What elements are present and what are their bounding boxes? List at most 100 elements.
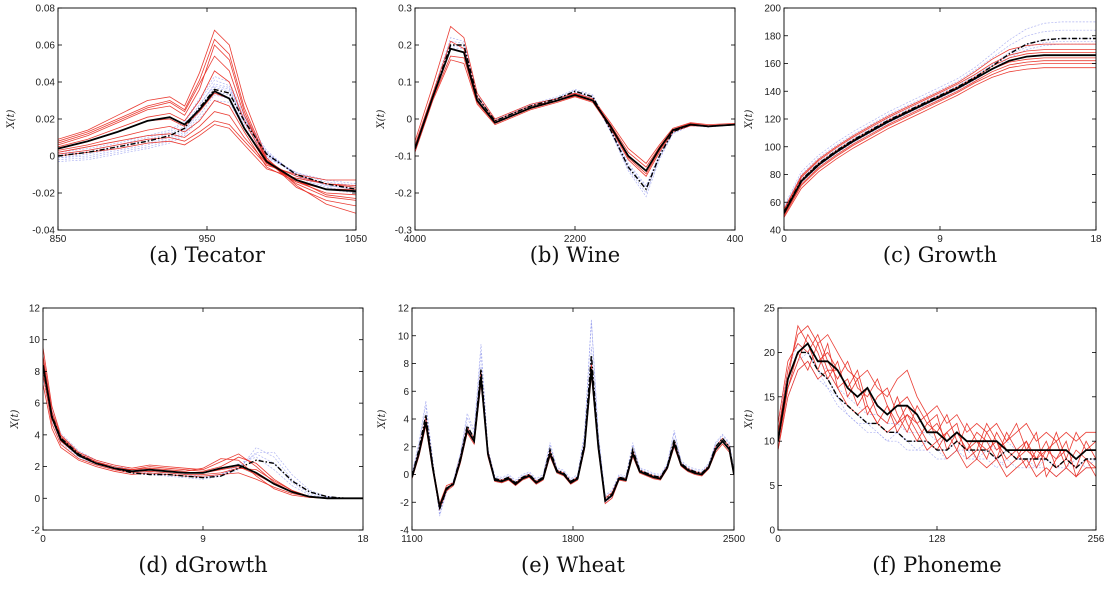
class-red-series-line: [784, 57, 1096, 214]
mean-blue-series-line: [412, 355, 734, 510]
y-tick-label: 160: [764, 59, 781, 70]
y-tick-label: 0.1: [398, 78, 412, 89]
x-tick-label: 18: [357, 534, 369, 545]
class-blue-series-line: [412, 346, 734, 511]
y-tick-label: 25: [764, 304, 776, 315]
class-red-series-line: [58, 111, 356, 186]
class-red-series-line: [43, 384, 363, 499]
class-red-series-line: [784, 52, 1096, 213]
class-blue-series-line: [778, 342, 1096, 469]
y-tick-label: -4: [400, 526, 409, 537]
mean-blue-series-line: [58, 88, 356, 190]
y-tick-label: 0: [769, 526, 775, 537]
class-red-series-line: [412, 374, 734, 511]
class-red-series-line: [784, 60, 1096, 215]
y-tick-label: 15: [764, 392, 776, 403]
y-tick-label: 120: [764, 115, 781, 126]
y-tick-label: 6: [403, 387, 409, 398]
class-red-series-line: [778, 342, 1096, 478]
y-tick-label: 80: [770, 170, 782, 181]
panel-caption: (f) Phoneme: [872, 553, 1001, 577]
y-tick-label: 200: [764, 4, 781, 15]
x-tick-label: 128: [929, 534, 946, 545]
x-tick-label: 0: [775, 534, 781, 545]
plot-frame: [414, 7, 736, 231]
x-tick-label: 1800: [562, 534, 585, 545]
y-tick-label: 20: [764, 348, 776, 359]
y-axis-label: X(t): [744, 109, 755, 129]
y-tick-label: 12: [29, 304, 41, 315]
class-red-series-line: [58, 29, 356, 214]
mean-blue-series-line: [778, 351, 1096, 469]
y-tick-label: -2: [400, 498, 409, 509]
class-red-series-line: [58, 55, 356, 207]
y-tick-label: 0.02: [36, 115, 56, 126]
class-blue-series-line: [784, 29, 1096, 208]
mean-red-series-line: [784, 54, 1096, 214]
y-tick-label: 0.06: [36, 41, 56, 52]
mean-red-series-line: [43, 364, 363, 500]
class-red-series-line: [43, 374, 363, 499]
class-red-series-line: [412, 369, 734, 508]
class-red-series-line: [58, 120, 356, 181]
class-red-series-line: [58, 70, 356, 196]
class-red-series-line: [415, 59, 735, 177]
class-blue-series-line: [415, 48, 735, 198]
x-tick-label: 4000: [404, 234, 427, 245]
y-axis-label: X(t): [10, 409, 21, 429]
x-tick-label: 2200: [564, 234, 587, 245]
class-red-series-line: [784, 63, 1096, 217]
class-red-series-line: [415, 40, 735, 168]
mean-red-series-line: [412, 369, 734, 510]
mean-red-series-line: [778, 342, 1096, 461]
class-blue-series-line: [58, 87, 356, 188]
y-axis-label: X(t): [744, 409, 755, 429]
class-red-series-line: [784, 43, 1096, 210]
y-tick-label: 0.04: [36, 78, 56, 89]
class-blue-series-line: [784, 43, 1096, 214]
y-tick-label: 4: [34, 430, 40, 441]
class-blue-series-line: [58, 100, 356, 185]
panel-caption: (d) dGrowth: [138, 553, 267, 577]
x-tick-label: 9: [200, 534, 206, 545]
x-tick-label: 256: [1088, 534, 1105, 545]
x-tick-label: 850: [50, 234, 67, 245]
y-tick-label: 0: [406, 115, 412, 126]
class-red-series-line: [778, 360, 1096, 478]
y-tick-label: 180: [764, 31, 781, 42]
y-tick-label: 0.2: [398, 41, 412, 52]
y-tick-label: 10: [764, 437, 776, 448]
y-axis-label: X(t): [377, 409, 388, 429]
y-tick-label: 0.08: [36, 4, 56, 15]
series-group: [784, 21, 1096, 218]
y-axis-label: X(t): [6, 109, 17, 129]
x-tick-label: 18: [1090, 234, 1102, 245]
x-tick-label: 1050: [345, 234, 368, 245]
class-blue-series-line: [784, 40, 1096, 213]
class-red-series-line: [58, 44, 356, 201]
class-blue-series-line: [43, 355, 363, 499]
series-group: [778, 324, 1096, 478]
x-tick-label: 950: [199, 234, 216, 245]
class-blue-series-line: [43, 371, 363, 499]
panel-caption: (e) Wheat: [521, 553, 626, 577]
x-tick-label: 0: [781, 234, 787, 245]
class-blue-series-line: [412, 321, 734, 515]
series-group: [415, 25, 735, 198]
y-tick-label: -2: [31, 526, 40, 537]
class-blue-series-line: [778, 360, 1096, 478]
panel-wheat: -4 -2 0 2 4 6 8 10 12 1100 1800 2500 X(t) (e) Wheat: [377, 304, 746, 578]
series-group: [412, 319, 734, 517]
y-tick-label: 6: [34, 399, 40, 410]
y-tick-label: 8: [34, 367, 40, 378]
y-tick-label: 10: [398, 331, 410, 342]
panel-phoneme: 0 5 10 15 20 25 0 128 256 X(t) (f) Phoneme: [744, 304, 1105, 578]
x-tick-label: 1100: [401, 534, 423, 545]
y-tick-label: 12: [398, 304, 410, 315]
y-axis-label: X(t): [376, 109, 387, 129]
class-blue-series-line: [415, 44, 735, 190]
class-blue-series-line: [415, 46, 735, 194]
class-red-series-line: [784, 67, 1096, 218]
class-blue-series-line: [58, 94, 356, 186]
